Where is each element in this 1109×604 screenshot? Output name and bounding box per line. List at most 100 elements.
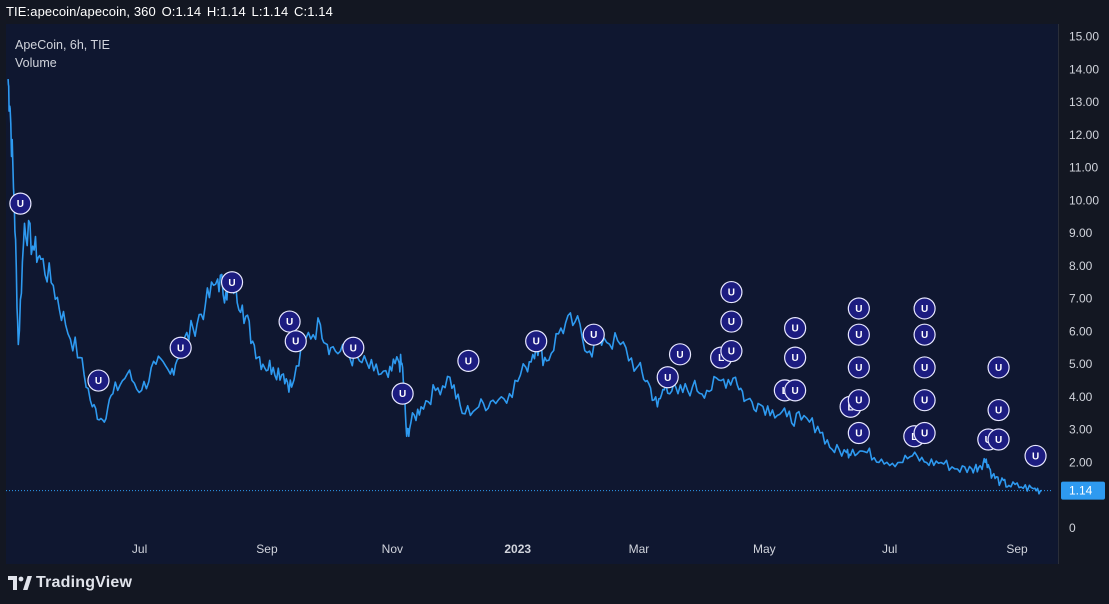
event-marker-label: U <box>792 353 799 364</box>
y-tick-label: 6.00 <box>1069 324 1093 338</box>
event-marker[interactable]: U <box>582 323 605 346</box>
y-tick-label: 2.00 <box>1069 455 1093 469</box>
event-marker[interactable]: U <box>784 379 807 402</box>
event-marker-label: U <box>228 278 235 289</box>
event-marker-label: U <box>177 343 184 354</box>
event-marker-label: L <box>848 402 854 413</box>
event-marker[interactable]: U <box>278 310 301 333</box>
y-tick-label: 8.00 <box>1069 259 1093 273</box>
event-marker-circle <box>913 389 936 412</box>
event-marker[interactable]: U <box>720 310 743 333</box>
x-tick-label: Jul <box>132 542 147 556</box>
event-marker[interactable]: U <box>913 389 936 412</box>
event-marker-circle <box>525 330 548 353</box>
event-marker[interactable]: U <box>87 369 110 392</box>
event-marker-label: U <box>855 363 862 374</box>
event-marker-circle <box>720 310 743 333</box>
legend-title[interactable]: ApeCoin, 6h, TIE <box>15 38 110 52</box>
event-marker-label: U <box>399 389 406 400</box>
y-tick-label: 9.00 <box>1069 226 1093 240</box>
event-marker[interactable]: U <box>342 336 365 359</box>
event-marker[interactable]: U <box>784 346 807 369</box>
event-marker[interactable]: U <box>847 389 870 412</box>
event-marker-circle <box>913 297 936 320</box>
close-label: C: <box>294 4 308 19</box>
event-marker[interactable]: U <box>284 330 307 353</box>
event-marker-circle <box>9 192 32 215</box>
event-marker-label: U <box>921 396 928 407</box>
ticker-header: TIE:apecoin/apecoin, 360 O:1.14 H:1.14 L… <box>6 4 333 19</box>
x-axis[interactable]: Jul Sep Nov 2023 Mar May Jul Sep <box>132 542 1028 556</box>
symbol-label[interactable]: TIE:apecoin/apecoin, 360 <box>6 4 156 19</box>
y-tick-label: 0 <box>1069 521 1076 535</box>
event-marker-label: U <box>465 356 472 367</box>
event-marker-label: U <box>1032 451 1039 462</box>
y-tick-label: 11.00 <box>1069 161 1098 175</box>
event-marker[interactable]: U <box>525 330 548 353</box>
event-marker[interactable]: U <box>987 356 1010 379</box>
event-marker-label: L <box>911 432 917 443</box>
event-marker[interactable]: U <box>169 336 192 359</box>
x-tick-label: Mar <box>629 542 650 556</box>
event-marker[interactable]: U <box>987 428 1010 451</box>
event-marker-circle <box>457 349 480 372</box>
event-marker-circle <box>847 421 870 445</box>
event-marker[interactable]: U <box>9 192 32 215</box>
event-marker-label: U <box>350 343 357 354</box>
high-label: H: <box>206 4 221 19</box>
event-marker[interactable]: U <box>720 280 743 304</box>
event-marker-label: U <box>921 363 928 374</box>
event-marker-label: U <box>995 406 1002 417</box>
event-marker[interactable]: U <box>668 343 692 366</box>
x-tick-label: 2023 <box>504 542 531 556</box>
event-marker[interactable]: U <box>720 339 743 363</box>
y-tick-label: 14.00 <box>1069 62 1099 76</box>
event-marker[interactable]: U <box>391 382 414 405</box>
event-marker-circle <box>987 398 1010 422</box>
event-marker[interactable]: U <box>1024 444 1047 468</box>
event-marker[interactable]: U <box>220 271 244 294</box>
legend-volume[interactable]: Volume <box>15 56 57 70</box>
event-marker-label: U <box>855 304 862 315</box>
event-marker[interactable]: U <box>457 349 480 372</box>
event-marker-label: U <box>292 337 299 348</box>
event-marker[interactable]: U <box>847 297 870 320</box>
event-marker[interactable]: U <box>913 421 936 445</box>
low-label: L: <box>251 4 263 19</box>
event-marker-label: U <box>286 317 293 328</box>
event-marker-label: U <box>676 350 683 361</box>
event-marker-circle <box>342 336 365 359</box>
event-marker-label: U <box>855 428 862 439</box>
event-marker-label: U <box>95 376 102 387</box>
event-marker[interactable]: U <box>987 398 1010 422</box>
event-marker-circle <box>913 421 936 445</box>
brand-logo[interactable]: TradingView <box>8 572 132 594</box>
event-marker[interactable]: U <box>847 356 870 379</box>
event-marker[interactable]: U <box>913 323 936 346</box>
event-markers[interactable]: UUUUUUUUUUUUULUUULUUULUUUUULUUUUUUUUUU <box>9 192 1047 468</box>
event-marker[interactable]: U <box>847 323 870 346</box>
y-axis[interactable]: 15.00 14.00 13.00 12.00 11.00 10.00 9.00 8.00 7.… <box>1069 30 1099 536</box>
event-marker-circle <box>987 356 1010 379</box>
event-marker-circle <box>720 280 743 304</box>
chart-panel[interactable] <box>6 24 1059 564</box>
event-marker[interactable]: U <box>656 366 679 389</box>
event-marker-circle <box>913 356 936 379</box>
event-marker-circle <box>582 323 605 346</box>
event-marker-circle <box>913 323 936 346</box>
x-tick-label: Nov <box>382 542 403 556</box>
y-tick-label: 7.00 <box>1069 292 1093 306</box>
y-tick-label: 3.00 <box>1069 423 1093 437</box>
event-marker-label: L <box>718 353 724 364</box>
event-marker[interactable]: U <box>913 297 936 320</box>
x-tick-label: Sep <box>1006 542 1028 556</box>
x-tick-label: Jul <box>882 542 897 556</box>
event-marker[interactable]: U <box>847 421 870 445</box>
event-marker-label: U <box>728 347 735 358</box>
event-marker-circle <box>784 346 807 369</box>
event-marker[interactable]: U <box>913 356 936 379</box>
event-marker-circle <box>784 379 807 402</box>
event-marker[interactable]: U <box>784 317 807 340</box>
x-tick-label: May <box>753 542 776 556</box>
